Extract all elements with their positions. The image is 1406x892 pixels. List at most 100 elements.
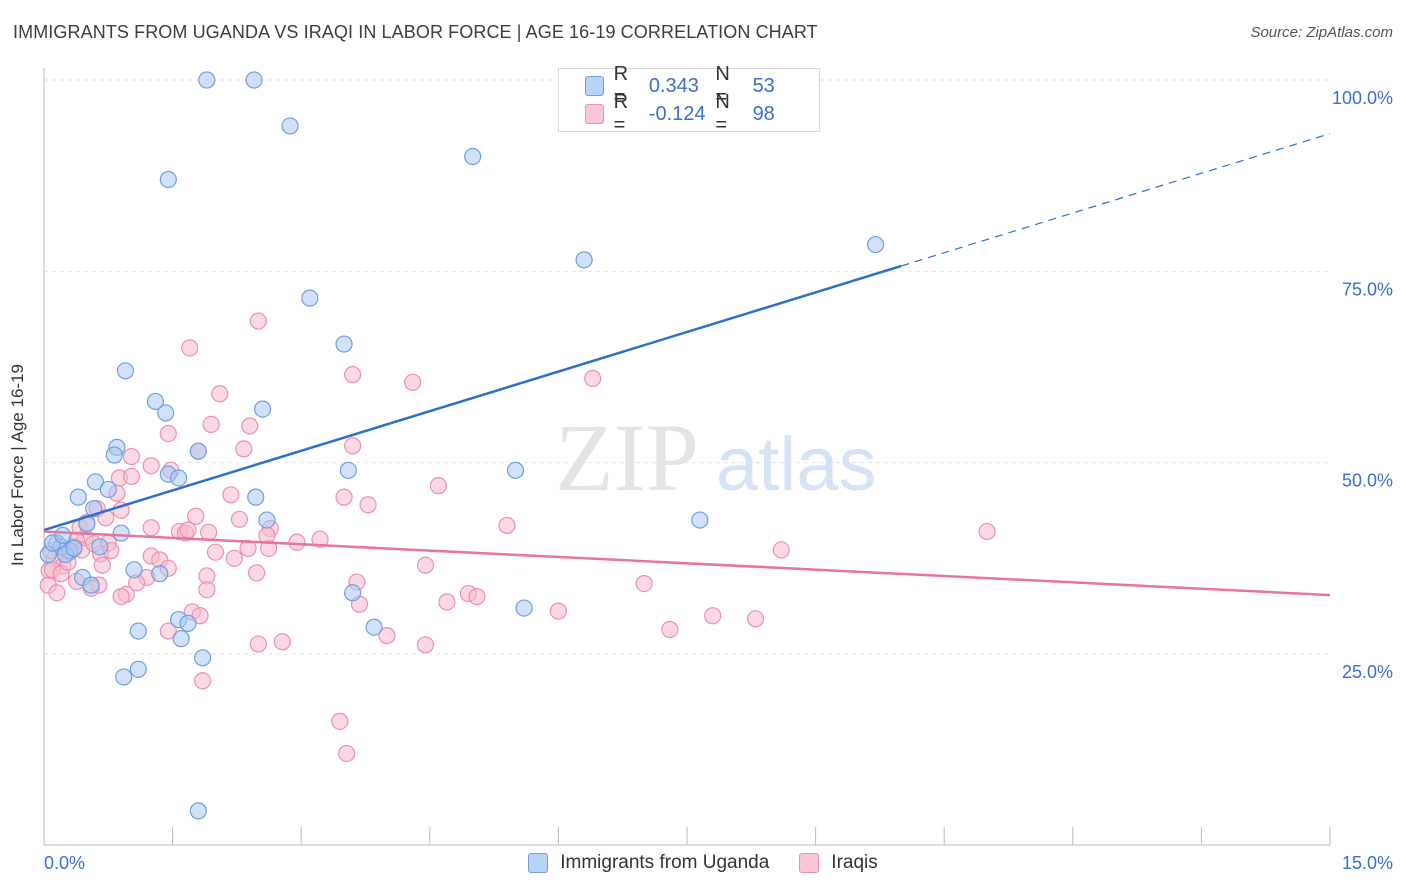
trend-lines [43, 133, 1331, 597]
y-tick-label-50: 50.0% [1342, 471, 1393, 491]
iraqi-point [288, 533, 306, 551]
iraqi-point [142, 519, 160, 537]
iraqi-point [746, 610, 765, 628]
y-tick-label-75: 75.0% [1342, 279, 1393, 299]
uganda-point [82, 576, 100, 594]
r-label: R = [613, 63, 629, 108]
iraqi-point [198, 581, 216, 599]
correlation-legend: R = 0.343 N = 53 R = -0.124 N = 98 [558, 63, 820, 136]
axes [43, 68, 1331, 846]
uganda-point [301, 289, 319, 307]
uganda-point [116, 362, 135, 380]
iraqi-point [211, 385, 229, 403]
x-tick-max: 15.0% [1341, 853, 1393, 873]
uganda-point [159, 170, 177, 189]
uganda-point [129, 660, 147, 678]
legend-row-uganda: R = 0.343 N = 53 [585, 63, 819, 108]
chart-title: IMMIGRANTS FROM UGANDA VS IRAQI IN LABOR… [13, 22, 818, 42]
iraqi-point [338, 744, 356, 763]
uganda-point [506, 461, 525, 479]
iraqi-legend-swatch [799, 853, 820, 873]
n-label: N = [715, 91, 730, 136]
iraqi-point [635, 574, 653, 593]
uganda-point [189, 442, 207, 460]
uganda-point [91, 538, 109, 556]
iraqi-trend-line [43, 530, 1331, 597]
uganda-point [515, 599, 533, 617]
iraqi-point [112, 587, 130, 606]
legend-label-uganda: Immigrants from Uganda [560, 852, 770, 873]
iraqi-point [191, 607, 209, 625]
uganda-point [245, 71, 263, 89]
uganda-point [189, 802, 207, 820]
watermark-atlas: atlas [716, 422, 877, 507]
iraqi-point [978, 522, 996, 541]
legend-item-iraqi: Iraqis [799, 852, 878, 874]
watermark: ZIP atlas [555, 404, 877, 511]
uganda-point [65, 539, 83, 557]
r-label: R = [613, 91, 629, 136]
iraqi-point [222, 486, 240, 504]
iraqi-point [429, 477, 447, 495]
iraqi-point [273, 633, 291, 651]
uganda-point [194, 649, 212, 667]
uganda-point [54, 526, 72, 544]
bottom-legend: Immigrants from Uganda Iraqis [0, 852, 1406, 874]
iraqi-point [704, 607, 722, 625]
iraqi-point [202, 415, 220, 433]
iraqi-point [159, 424, 177, 443]
iraqi-point [122, 447, 141, 466]
uganda-point [146, 392, 165, 411]
n-label: N = [715, 63, 730, 108]
iraqi-point [331, 712, 349, 730]
iraqi-point [584, 369, 602, 388]
iraqi-point [235, 440, 253, 458]
iraqi-point [772, 541, 790, 559]
r-value-uganda: 0.343 [648, 74, 699, 97]
y-axis-label: In Labor Force | Age 16-19 [8, 364, 27, 566]
iraqi-point [194, 672, 212, 690]
iraqi-point [404, 373, 422, 391]
x-tick-min: 0.0% [44, 853, 86, 873]
iraqi-point [93, 556, 111, 574]
uganda-point [99, 480, 117, 499]
n-value-uganda: 53 [752, 74, 775, 97]
uganda-trend-extension [901, 133, 1331, 267]
uganda-point [151, 565, 169, 583]
iraqi-point [159, 622, 177, 640]
uganda-point [281, 117, 299, 135]
iraqi-point [122, 467, 141, 486]
r-value-iraqi: -0.124 [648, 102, 706, 125]
legend-row-iraqi: R = -0.124 N = 98 [585, 91, 819, 136]
uganda-point [365, 618, 383, 636]
uganda-point [575, 251, 593, 269]
iraqi-point [344, 437, 362, 455]
iraqi-point [225, 549, 243, 567]
uganda-point [464, 147, 482, 166]
iraqi-point [661, 620, 679, 639]
y-tick-label-25: 25.0% [1342, 662, 1393, 682]
legend-item-uganda: Immigrants from Uganda [528, 852, 769, 874]
y-tick-label-100: 100.0% [1332, 88, 1393, 108]
uganda-point [198, 71, 216, 89]
iraqi-point [335, 488, 353, 506]
iraqi-point [249, 312, 267, 330]
uganda-point [179, 614, 197, 632]
uganda-point [339, 461, 357, 479]
uganda-point [170, 469, 188, 487]
uganda-point [691, 511, 709, 529]
uganda-point [335, 335, 353, 353]
grid-lines [44, 79, 1330, 655]
iraqi-point [179, 521, 197, 539]
iraqi-point [498, 516, 516, 535]
iraqi-point [416, 556, 435, 574]
uganda-point [172, 630, 190, 648]
uganda-points [39, 71, 885, 820]
iraqi-point [142, 457, 160, 475]
iraqi-swatch [585, 104, 604, 124]
iraqi-point [181, 339, 199, 357]
watermark-zip: ZIP [555, 404, 699, 511]
iraqi-point [48, 584, 66, 602]
n-value-iraqi: 98 [752, 102, 775, 125]
